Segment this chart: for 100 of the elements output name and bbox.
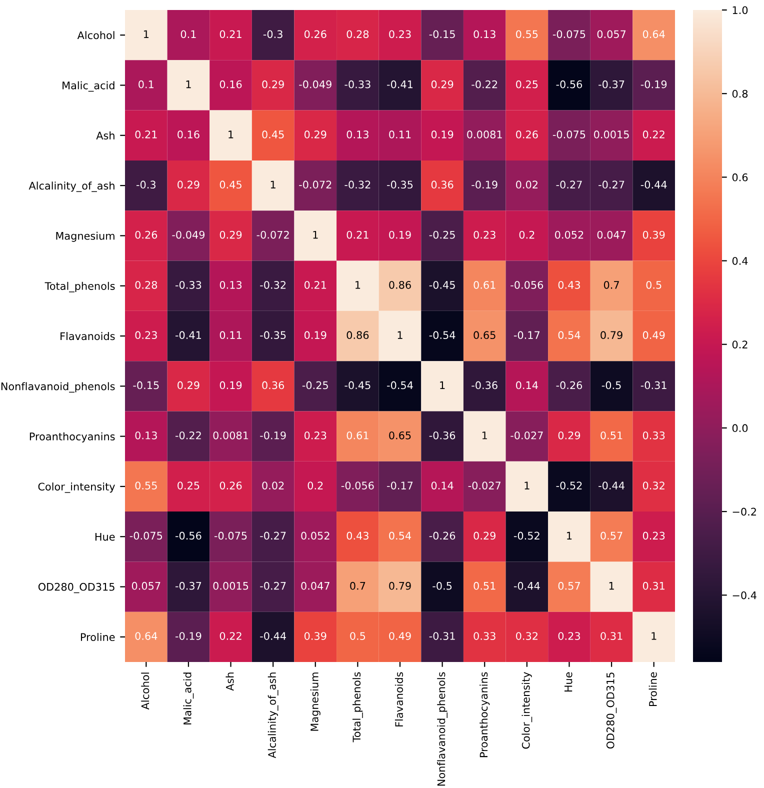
data-label: 0.057 <box>132 582 160 590</box>
color-bar-label: 0.6 <box>732 173 748 182</box>
data-label: 0.19 <box>220 381 242 390</box>
data-label: 0.57 <box>558 582 580 590</box>
data-label: -0.075 <box>130 532 162 540</box>
x-tick-label: Flavanoids <box>394 672 404 726</box>
data-label: -0.22 <box>472 80 498 88</box>
x-tick-label: OD280_OD315 <box>606 672 617 749</box>
data-label: 0.51 <box>600 431 622 440</box>
data-label: 1 <box>524 482 530 490</box>
y-tick-label: Proline <box>80 632 115 642</box>
data-label: 0.0081 <box>213 431 248 440</box>
data-label: -0.19 <box>472 180 498 189</box>
data-label: 0.64 <box>642 30 665 38</box>
data-label: -0.44 <box>514 582 540 590</box>
data-label: 0.32 <box>516 632 538 640</box>
data-label: -0.31 <box>429 632 455 640</box>
data-label: -0.36 <box>472 381 498 390</box>
data-label: 0.22 <box>220 632 242 640</box>
data-label: 0.23 <box>474 230 496 239</box>
x-tick-label: Magnesium <box>310 672 320 731</box>
data-label: 0.13 <box>346 130 368 138</box>
data-label: 0.36 <box>431 180 454 189</box>
x-tick-label: Proline <box>648 672 657 706</box>
data-label: -0.17 <box>387 482 413 490</box>
data-label: 0.23 <box>389 30 411 38</box>
data-label: 0.29 <box>474 532 496 540</box>
data-label: 0.02 <box>516 180 538 189</box>
data-label: 0.25 <box>178 482 200 490</box>
data-label: -0.37 <box>175 582 202 590</box>
data-label: 0.21 <box>304 280 326 289</box>
data-label: 1 <box>609 582 614 590</box>
data-label: 0.19 <box>431 130 454 138</box>
data-label: 0.28 <box>135 280 158 289</box>
color-bar-label: −0.4 <box>732 591 756 600</box>
data-label: -0.33 <box>175 280 202 289</box>
data-label: -0.27 <box>260 582 286 590</box>
data-label: 0.39 <box>304 632 326 640</box>
data-label: 0.57 <box>600 532 622 540</box>
data-label: -0.19 <box>260 431 286 440</box>
data-label: 0.45 <box>262 130 284 138</box>
data-label: 0.1 <box>138 80 154 88</box>
data-label: -0.027 <box>468 482 501 490</box>
data-label: 0.23 <box>642 532 665 540</box>
data-label: -0.075 <box>552 30 586 38</box>
data-label: -0.15 <box>429 30 455 38</box>
data-label: -0.31 <box>640 381 666 390</box>
data-label: 0.29 <box>178 381 200 390</box>
data-label: 0.11 <box>389 130 411 138</box>
x-tick-label: Proanthocyanins <box>480 672 490 758</box>
data-label: 0.02 <box>262 482 284 490</box>
data-label: 0.5 <box>350 632 366 640</box>
data-label: -0.25 <box>302 381 328 390</box>
data-label: 1 <box>270 180 276 188</box>
data-label: 0.29 <box>262 80 284 88</box>
data-label: -0.22 <box>175 431 201 440</box>
data-label: -0.5 <box>432 582 452 590</box>
data-label: 0.43 <box>346 532 368 540</box>
data-label: -0.027 <box>510 431 543 440</box>
data-label: 0.55 <box>516 30 538 38</box>
data-label: 0.21 <box>220 30 242 38</box>
y-tick-label: Alcohol <box>77 31 114 40</box>
x-tick-label: Total_phenols <box>352 672 363 742</box>
data-label: -0.049 <box>299 80 332 88</box>
data-label: -0.37 <box>598 80 624 88</box>
data-label: 0.61 <box>474 280 496 289</box>
data-label: -0.072 <box>256 230 289 239</box>
x-tick-label: Hue <box>564 672 572 692</box>
data-label: 0.16 <box>178 130 200 138</box>
data-label: 0.45 <box>220 180 242 189</box>
data-label: 0.39 <box>642 230 665 239</box>
color-bar-label: 0.8 <box>732 90 748 98</box>
data-label: 1 <box>440 381 445 390</box>
data-label: 0.29 <box>304 130 326 138</box>
data-label: 0.26 <box>304 30 326 38</box>
data-label: -0.52 <box>514 532 540 540</box>
data-label: 0.0015 <box>213 582 248 590</box>
data-label: 0.2 <box>519 230 534 239</box>
data-label: 0.26 <box>516 130 538 138</box>
x-tick-label: Ash <box>226 672 234 691</box>
data-label: -0.54 <box>429 331 456 340</box>
data-label: -0.32 <box>260 280 286 289</box>
data-label: 0.43 <box>558 280 580 289</box>
x-tick-label: Alcohol <box>141 672 150 710</box>
data-label: 0.7 <box>604 280 619 289</box>
data-label: -0.41 <box>387 80 413 88</box>
data-label: -0.5 <box>602 381 621 390</box>
data-label: 0.61 <box>346 431 368 440</box>
data-label: 0.29 <box>178 180 200 189</box>
data-label: 0.22 <box>642 130 664 138</box>
data-label: 0.13 <box>474 30 496 38</box>
data-label: 0.0081 <box>467 130 502 138</box>
x-tick-label: Alcalinity_of_ash <box>268 672 278 758</box>
data-label: -0.075 <box>214 532 247 540</box>
data-label: -0.26 <box>556 381 582 390</box>
data-label: -0.32 <box>344 180 370 189</box>
data-label: 0.052 <box>555 230 584 239</box>
data-label: -0.27 <box>260 532 286 540</box>
color-bar-label: 0.2 <box>732 340 748 348</box>
data-label: 0.25 <box>516 80 538 88</box>
